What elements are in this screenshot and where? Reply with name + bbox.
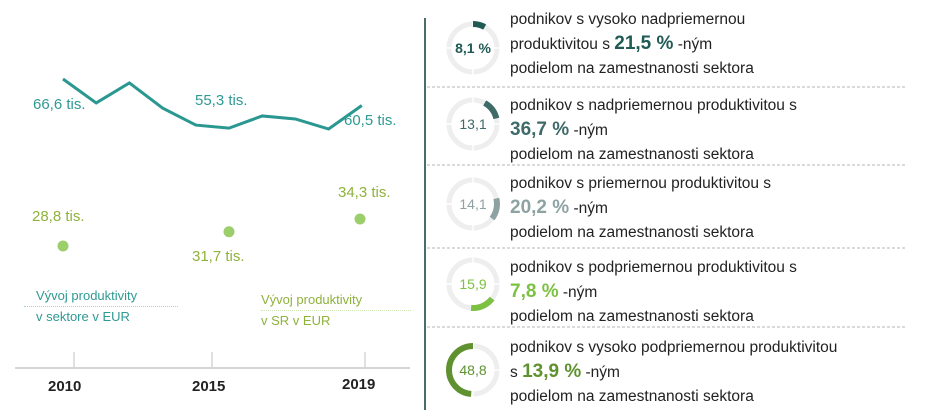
row-line3: podielom na zamestnanosti sektora [510,146,754,163]
row-suffix: -ným [558,284,598,301]
donut-value-4: 48,8 [459,362,486,378]
data-label-2015-sr: 31,7 tis. [192,248,245,265]
row-line3: podielom na zamestnanosti sektora [510,60,754,77]
x-tick-2010: 2010 [48,378,82,395]
row-line3: podielom na zamestnanosti sektora [510,388,754,405]
legend-sr: Vývoj produktivity v SR v EUR [261,290,411,331]
x-tick-2015: 2015 [192,378,226,395]
row-line3: podielom na zamestnanosti sektora [510,308,754,325]
data-label-2019-sector: 60,5 tis. [344,112,397,129]
row-line1: podnikov s nadpriemernou produktivitou s [510,97,797,114]
row-line1: podnikov s priemernou produktivitou s [510,175,772,192]
legend-sr-line2: v SR v EUR [261,313,331,328]
sr-point-2010 [57,240,69,252]
donut-arc-3 [446,257,500,311]
legend-sr-line1: Vývoj produktivity [261,290,411,311]
donut-value-1: 13,1 [459,116,486,132]
row-suffix: -ným [673,36,713,53]
data-label-2019-sr: 34,3 tis. [338,184,391,201]
donut-value-3: 15,9 [459,276,486,292]
row-line2-prefix: produktivitou s [510,36,615,53]
employment-share: 13,9 % [522,361,582,382]
sr-point-2019 [354,213,366,225]
employment-share: 36,7 % [510,119,570,140]
legend-sector-line1: Vývoj produktivity [24,286,178,307]
sector-productivity-line [62,77,363,131]
data-label-2010-sr: 28,8 tis. [32,208,85,225]
row-line1: podnikov s podpriemernou produktivitou s [510,259,797,276]
category-row-1: podnikov s nadpriemernou produktivitou s… [510,94,797,167]
donut-arc-0 [446,21,500,75]
row-line2-prefix: s [510,364,523,381]
category-row-0: podnikov s vysoko nadpriemernou produktiv… [510,8,754,81]
row-suffix: -ným [581,364,620,381]
legend-sector-line2: v sektore v EUR [36,309,130,324]
donut-value-0: 8,1 % [455,40,491,56]
employment-share: 20,2 % [510,197,570,218]
category-row-4: podnikov s vysoko podpriemernou produkti… [510,336,837,409]
row-line1: podnikov s vysoko nadpriemernou [510,11,746,28]
row-suffix: -ným [569,122,608,139]
employment-share: 7,8 % [510,281,559,302]
data-label-2015-sector: 55,3 tis. [195,92,248,109]
legend-sector: Vývoj produktivity v sektore v EUR [24,286,178,327]
data-label-2010-sector: 66,6 tis. [33,96,86,113]
row-line1: podnikov s vysoko podpriemernou produkti… [510,339,838,356]
donut-arc-2 [446,177,500,231]
donut-arc-4 [446,343,500,397]
employment-share: 21,5 % [614,33,674,54]
category-row-3: podnikov s podpriemernou produktivitou s… [510,256,797,329]
row-line3: podielom na zamestnanosti sektora [510,224,754,241]
sr-point-2015 [223,226,235,238]
x-tick-2019: 2019 [342,376,376,393]
row-suffix: -ným [569,200,608,217]
donut-value-2: 14,1 [459,196,486,212]
category-row-2: podnikov s priemernou produktivitou s 20,… [510,172,771,245]
